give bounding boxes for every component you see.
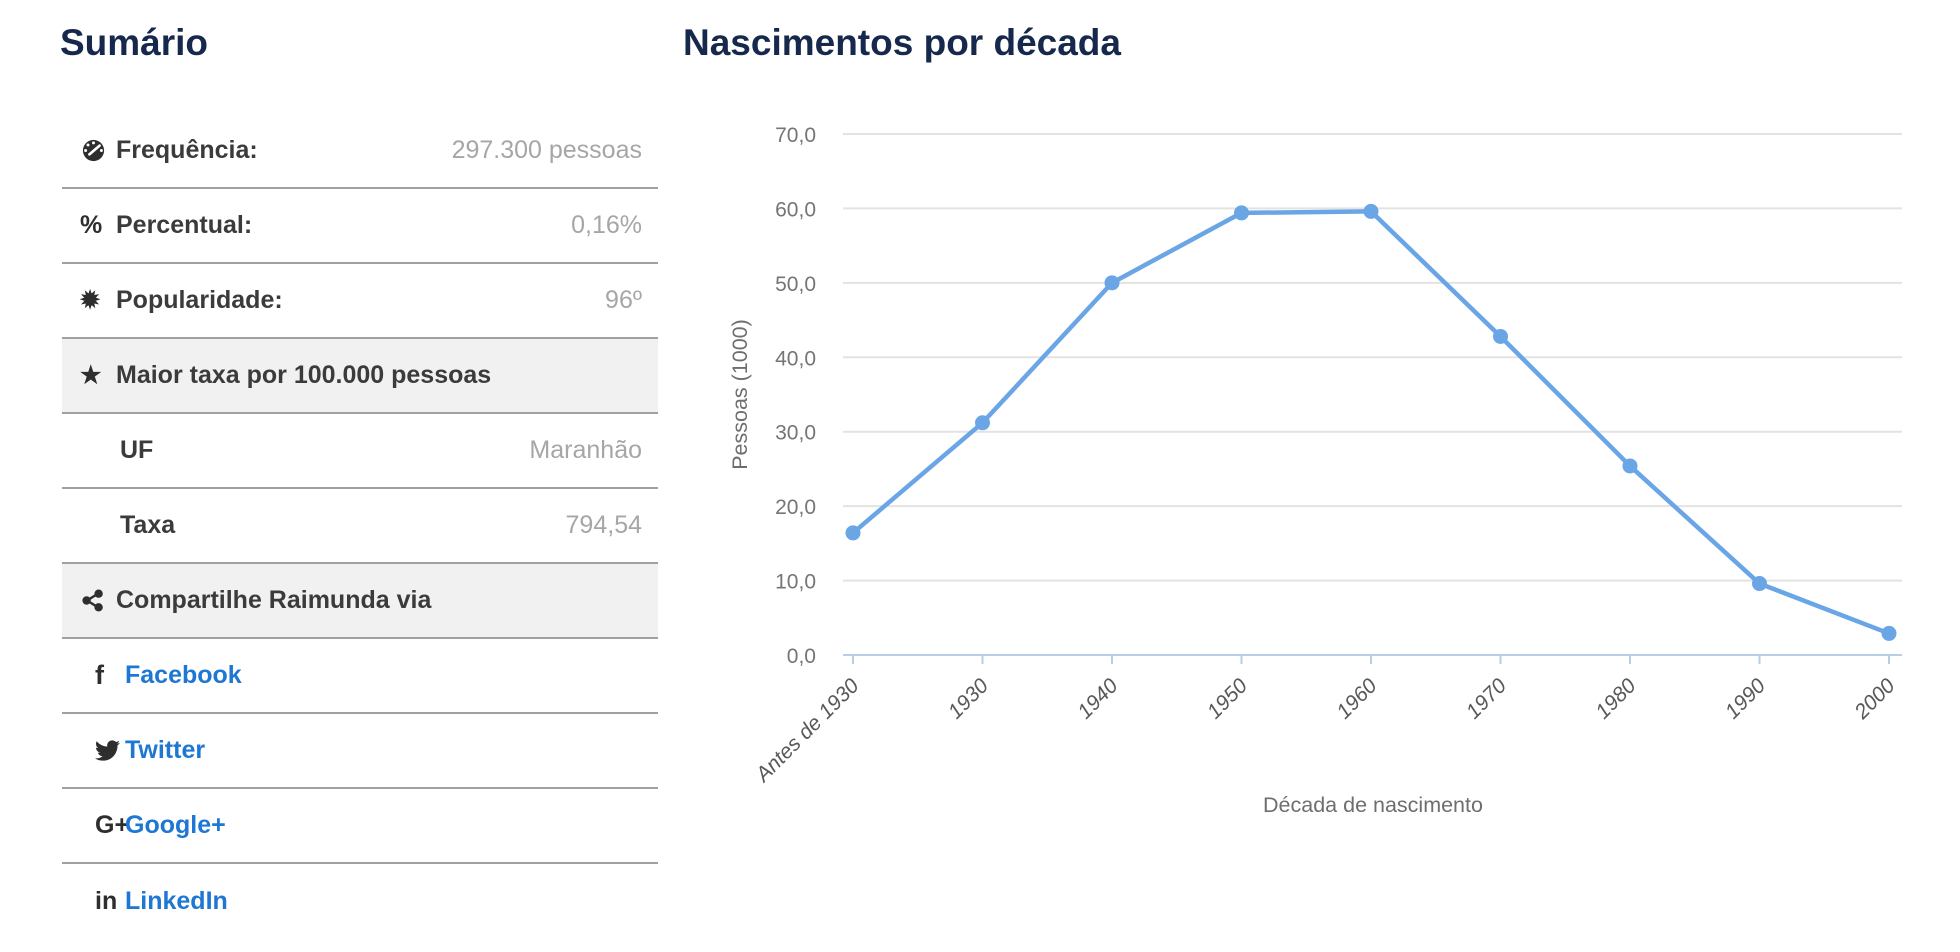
summary-row-taxa: Taxa 794,54 [62,489,658,564]
summary-row-twitter[interactable]: Twitter [62,714,658,789]
x-tick-label-2000: 2000 [1850,674,1900,724]
x-tick-label-1970: 1970 [1462,674,1512,724]
x-tick-label-1960: 1960 [1332,674,1382,724]
x-tick-label-1950: 1950 [1203,674,1253,724]
x-tick-label-1930: 1930 [944,674,994,724]
x-tick-label-1980: 1980 [1591,674,1641,724]
share-facebook-link[interactable]: Facebook [125,661,242,689]
data-point-antes-de-1930[interactable] [845,525,861,541]
summary-row-popularidade: ✹ Popularidade: 96º [62,264,658,339]
share-google-link[interactable]: Google+ [125,811,226,839]
twitter-icon [95,738,125,763]
births-series-line [850,209,1892,636]
data-point-1960[interactable] [1363,203,1379,219]
facebook-icon: f [95,660,104,690]
summary-row-percentual: % Percentual: 0,16% [62,189,658,264]
x-axis-title: Década de nascimento [1263,793,1483,817]
x-tick-label-1990: 1990 [1721,674,1771,724]
summary-row-label: UF [120,436,154,464]
data-point-1980[interactable] [1622,458,1638,474]
summary-row-compartilhe-raimunda-via: Compartilhe Raimunda via [62,564,658,639]
linkedin-icon: in [95,887,118,915]
summary-row-linkedin[interactable]: in LinkedIn [62,864,658,939]
data-point-1990[interactable] [1752,576,1767,592]
summary-title: Sumário [60,22,209,63]
summary-row-label: Taxa [120,511,176,539]
x-tick-label-1940: 1940 [1073,674,1123,724]
y-tick-label: 60,0 [775,198,816,221]
x-tick-label-antes-de-1930: Antes de 1930 [750,674,864,788]
y-tick-label: 10,0 [775,571,816,594]
summary-row-uf: UF Maranhão [62,414,658,489]
summary-row-label: Compartilhe Raimunda via [116,586,432,614]
share-icon [80,588,116,613]
y-tick-label: 50,0 [775,273,816,296]
share-linkedin-link[interactable]: LinkedIn [125,887,228,915]
y-tick-label: 30,0 [775,422,816,445]
data-point-1970[interactable] [1493,328,1508,344]
summary-row-value: 297.300 pessoas [451,136,642,164]
y-axis-title: Pessoas (1000) [728,319,752,470]
star-icon: ★ [80,361,102,389]
data-point-1950[interactable] [1234,205,1249,221]
data-point-2000[interactable] [1881,625,1897,641]
certificate-icon: ✹ [80,286,101,314]
summary-row-label: Frequência: [116,136,258,164]
births-per-decade-line-chart: 0,0 10,0 20,0 30,0 40,0 50,0 60,0 70,0 Antes de … [728,124,1902,817]
summary-row-value: 0,16% [571,211,642,239]
chart-title: Nascimentos por década [683,22,1121,63]
share-twitter-link[interactable]: Twitter [125,736,206,764]
tachometer-icon [80,138,116,163]
summary-table: Frequência: 297.300 pessoas% Percentual: 0,… [62,114,658,939]
summary-row-value: Maranhão [529,436,642,464]
y-tick-label: 20,0 [775,496,816,519]
y-tick-label: 70,0 [775,124,816,147]
summary-row-google[interactable]: G+ Google+ [62,789,658,864]
googleplus-icon: G+ [95,811,130,839]
summary-row-value: 794,54 [565,511,642,539]
summary-row-label: Percentual: [116,211,253,239]
summary-row-value: 96º [605,286,642,314]
summary-row-label: Maior taxa por 100.000 pessoas [116,361,492,389]
percent-icon: % [80,211,103,239]
summary-row-facebook[interactable]: f Facebook [62,639,658,714]
summary-row-label: Popularidade: [116,286,283,314]
y-tick-label: 40,0 [775,347,816,370]
summary-row-frequencia: Frequência: 297.300 pessoas [62,114,658,189]
y-tick-label: 0,0 [787,645,816,668]
data-point-1940[interactable] [1104,275,1120,291]
data-point-1930[interactable] [975,415,990,431]
summary-row-maior-taxa-por-100-000-pessoas: ★ Maior taxa por 100.000 pessoas [62,339,658,414]
